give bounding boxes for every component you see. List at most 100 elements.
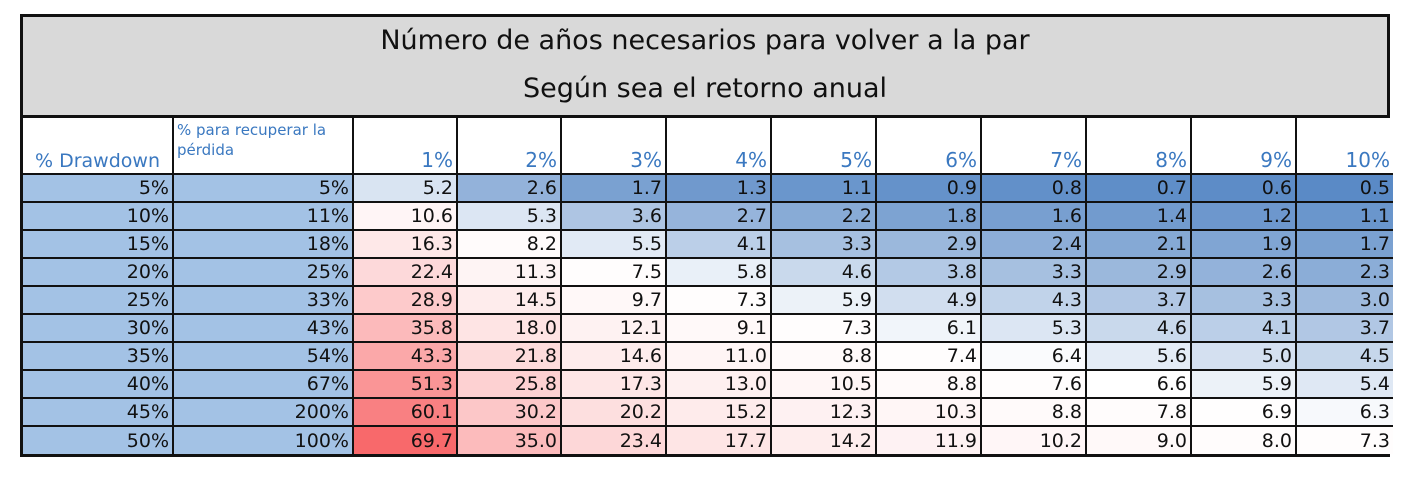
heatmap-cell: 18.0 [456, 313, 562, 343]
heatmap-cell: 2.9 [875, 229, 982, 259]
heatmap-cell: 11.3 [456, 257, 562, 287]
drawdown-cell: 30% [23, 313, 174, 343]
heatmap-cell: 35.0 [456, 425, 562, 454]
heatmap-cell: 2.3 [1295, 257, 1393, 287]
heatmap-cell: 3.3 [770, 229, 877, 259]
heatmap-cell: 30.2 [456, 397, 562, 427]
heatmap-cell: 6.3 [1295, 397, 1393, 427]
heatmap-cell: 12.1 [560, 313, 667, 343]
heatmap-cell: 3.6 [560, 201, 667, 231]
heatmap-cell: 5.9 [1190, 369, 1297, 399]
drawdown-header: % Drawdown [23, 118, 174, 175]
heatmap-cell: 6.4 [980, 341, 1087, 371]
table-subtitle: Según sea el retorno anual [522, 73, 888, 104]
heatmap-cell: 28.9 [352, 285, 458, 315]
table-row: 35% 54% 43.3 21.8 14.6 11.0 8.8 7.4 6.4 5.6 5.0 4.5 [23, 341, 1393, 371]
heatmap-cell: 10.6 [352, 201, 458, 231]
heatmap-cell: 2.7 [665, 201, 772, 231]
heatmap-cell: 8.8 [980, 397, 1087, 427]
heatmap-cell: 4.6 [1085, 313, 1192, 343]
return-header: 8% [1085, 118, 1192, 175]
drawdown-cell: 15% [23, 229, 174, 259]
heatmap-cell: 60.1 [352, 397, 458, 427]
heatmap-cell: 10.2 [980, 425, 1087, 454]
heatmap-cell: 9.1 [665, 313, 772, 343]
return-header: 6% [875, 118, 982, 175]
heatmap-cell: 14.6 [560, 341, 667, 371]
heatmap-cell: 5.2 [352, 173, 458, 203]
heatmap-cell: 2.9 [1085, 257, 1192, 287]
table-title: Número de años necesarios para volver a … [380, 25, 1030, 56]
heatmap-cell: 2.2 [770, 201, 877, 231]
heatmap-cell: 5.4 [1295, 369, 1393, 399]
heatmap-cell: 4.1 [1190, 313, 1297, 343]
heatmap-cell: 7.4 [875, 341, 982, 371]
heatmap-cell: 7.6 [980, 369, 1087, 399]
heatmap-cell: 11.9 [875, 425, 982, 454]
drawdown-cell: 5% [23, 173, 174, 203]
heatmap-cell: 3.8 [875, 257, 982, 287]
heatmap-cell: 2.6 [456, 173, 562, 203]
heatmap-cell: 7.3 [665, 285, 772, 315]
return-header: 5% [770, 118, 877, 175]
heatmap-cell: 1.2 [1190, 201, 1297, 231]
heatmap-cell: 1.1 [770, 173, 877, 203]
heatmap-cell: 1.7 [1295, 229, 1393, 259]
heatmap-cell: 15.2 [665, 397, 772, 427]
heatmap-cell: 6.6 [1085, 369, 1192, 399]
heatmap-cell: 0.6 [1190, 173, 1297, 203]
heatmap-cell: 1.3 [665, 173, 772, 203]
recovery-cell: 25% [172, 257, 354, 287]
table-row: 50% 100% 69.7 35.0 23.4 17.7 14.2 11.9 10.2 9.0 8.… [23, 425, 1393, 454]
heatmap-cell: 7.3 [1295, 425, 1393, 454]
heatmap-cell: 4.1 [665, 229, 772, 259]
heatmap-cell: 8.2 [456, 229, 562, 259]
table-row: 15% 18% 16.3 8.2 5.5 4.1 3.3 2.9 2.4 2.1 1.9 1.7 [23, 229, 1393, 259]
heatmap-cell: 3.7 [1085, 285, 1192, 315]
heatmap-cell: 25.8 [456, 369, 562, 399]
drawdown-cell: 25% [23, 285, 174, 315]
return-header: 7% [980, 118, 1087, 175]
recovery-header: % para recuperar la pérdida [172, 118, 354, 175]
drawdown-cell: 20% [23, 257, 174, 287]
heatmap-cell: 5.6 [1085, 341, 1192, 371]
recovery-cell: 33% [172, 285, 354, 315]
heatmap-cell: 3.3 [980, 257, 1087, 287]
heatmap-cell: 7.5 [560, 257, 667, 287]
table-row: 20% 25% 22.4 11.3 7.5 5.8 4.6 3.8 3.3 2.9 2.6 2.3 [23, 257, 1393, 287]
heatmap-cell: 14.2 [770, 425, 877, 454]
heatmap-cell: 1.9 [1190, 229, 1297, 259]
heatmap-cell: 5.0 [1190, 341, 1297, 371]
heatmap-cell: 8.0 [1190, 425, 1297, 454]
heatmap-cell: 0.8 [980, 173, 1087, 203]
drawdown-cell: 35% [23, 341, 174, 371]
heatmap-cell: 22.4 [352, 257, 458, 287]
heatmap-cell: 5.3 [980, 313, 1087, 343]
heatmap-cell: 6.1 [875, 313, 982, 343]
heatmap-cell: 5.8 [665, 257, 772, 287]
heatmap-cell: 1.7 [560, 173, 667, 203]
heatmap-cell: 9.7 [560, 285, 667, 315]
heatmap-cell: 7.8 [1085, 397, 1192, 427]
heatmap-cell: 8.8 [770, 341, 877, 371]
heatmap-cell: 35.8 [352, 313, 458, 343]
heatmap-cell: 0.9 [875, 173, 982, 203]
heatmap-cell: 16.3 [352, 229, 458, 259]
heatmap-cell: 20.2 [560, 397, 667, 427]
heatmap-cell: 8.8 [875, 369, 982, 399]
heatmap-cell: 7.3 [770, 313, 877, 343]
table-row: 5% 5% 5.2 2.6 1.7 1.3 1.1 0.9 0.8 0.7 0.6 0.5 [23, 173, 1393, 203]
heatmap-cell: 12.3 [770, 397, 877, 427]
heatmap-cell: 5.3 [456, 201, 562, 231]
recovery-cell: 11% [172, 201, 354, 231]
heatmap-cell: 5.9 [770, 285, 877, 315]
recovery-cell: 200% [172, 397, 354, 427]
drawdown-cell: 40% [23, 369, 174, 399]
years-to-breakeven-table: Número de años necesarios para volver a … [20, 14, 1393, 457]
heatmap-cell: 4.3 [980, 285, 1087, 315]
heatmap-grid: % Drawdown% para recuperar la pérdida 1% 2… [23, 118, 1393, 454]
heatmap-cell: 3.3 [1190, 285, 1297, 315]
heatmap-cell: 1.8 [875, 201, 982, 231]
heatmap-cell: 0.5 [1295, 173, 1393, 203]
heatmap-cell: 2.4 [980, 229, 1087, 259]
